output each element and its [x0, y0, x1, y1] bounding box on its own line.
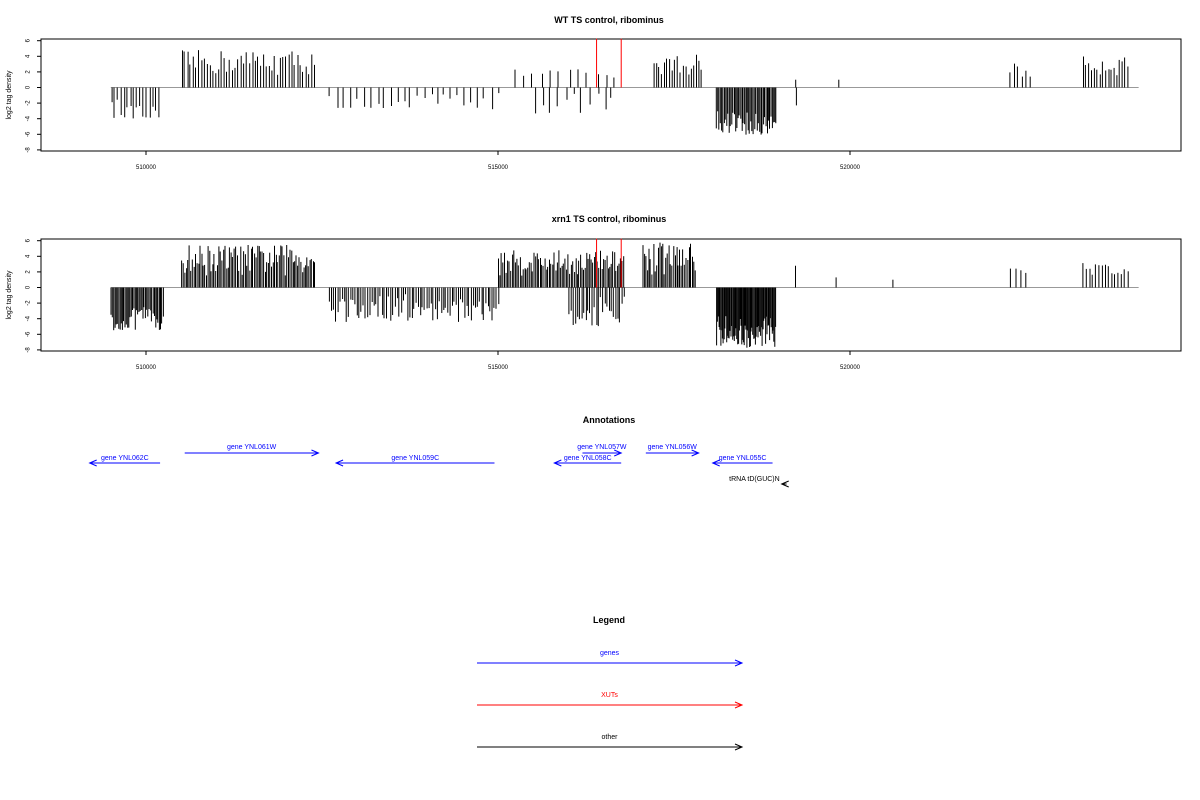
signal-bars: [110, 242, 1129, 348]
annotation-arrow-head: [311, 449, 320, 457]
annotation-label: gene YNL061W: [227, 444, 277, 451]
legend-item-other: other: [477, 734, 744, 751]
y-tick-label: -4: [26, 115, 32, 121]
annotation-label: gene YNL057W: [577, 444, 627, 451]
y-tick-label: 0: [26, 85, 32, 89]
annotations-title: Annotations: [583, 415, 636, 425]
x-tick-label: 510000: [136, 365, 157, 371]
legend-items: genes XUTs other: [477, 650, 744, 751]
annotation-gene-ynl062c: gene YNL062C: [88, 455, 161, 467]
annotation-gene-ynl058c: gene YNL058C: [553, 455, 622, 467]
signal-bars: [111, 50, 1129, 135]
annotation-gene-ynl059c: gene YNL059C: [334, 455, 495, 467]
legend-arrow-head: [734, 659, 744, 667]
annotation-arrow-head: [334, 459, 344, 467]
annotation-label: gene YNL055C: [719, 455, 767, 462]
y-tick-label: -6: [26, 131, 32, 137]
y-tick-label: -4: [26, 315, 32, 321]
legend-label: other: [602, 734, 619, 741]
annotation-label: gene YNL062C: [101, 455, 149, 462]
legend-label: genes: [600, 650, 620, 657]
xrn1-plot-frame: [40, 238, 1182, 352]
annotation-arrow-head: [88, 459, 97, 467]
annotation-arrow-head: [711, 459, 720, 467]
x-tick-label: 520000: [840, 165, 861, 171]
wt-plot-frame: [40, 38, 1182, 152]
annotation-label: gene YNL056W: [648, 444, 698, 451]
y-tick-label: -6: [26, 331, 32, 337]
annotation-label: gene YNL058C: [564, 455, 612, 462]
wt-plot-area: 6 4 2 0 -2 -4 -6 -8 510000 515000 520000: [26, 38, 1139, 171]
annotation-arrow-head: [691, 449, 700, 457]
annotation-arrow-head: [780, 480, 789, 488]
annotation-gene-ynl056w: gene YNL056W: [645, 444, 700, 457]
annotation-label: gene YNL059C: [391, 455, 439, 462]
x-tick-label: 515000: [488, 165, 509, 171]
annotation-gene-ynl061w: gene YNL061W: [184, 444, 320, 457]
y-tick-label: -2: [26, 300, 32, 306]
annotation-label: tRNA tD(GUC)N: [729, 476, 780, 483]
x-tick-label: 510000: [136, 165, 157, 171]
legend-title: Legend: [593, 615, 625, 625]
xrn1-y-axis-label: log2 tag density: [6, 270, 13, 320]
y-tick-label: 2: [26, 70, 32, 74]
y-tick-label: 6: [26, 38, 32, 42]
annotation-gene-ynl055c: gene YNL055C: [711, 455, 773, 467]
legend-arrow-head: [734, 743, 744, 751]
legend-item-xuts: XUTs: [477, 692, 744, 709]
annotation-arrow-head: [614, 449, 623, 457]
y-tick-label: 4: [26, 54, 32, 58]
y-tick-label: 4: [26, 254, 32, 258]
annotation-trna-td-guc-n: tRNA tD(GUC)N: [729, 476, 789, 488]
annotation-gene-ynl057w: gene YNL057W: [577, 444, 627, 457]
legend-item-genes: genes: [477, 650, 744, 667]
legend-label: XUTs: [601, 692, 618, 699]
x-tick-label: 520000: [840, 365, 861, 371]
wt-y-axis-label: log2 tag density: [6, 70, 13, 120]
annotation-features: gene YNL062C gene YNL061W gene YNL059C gene…: [88, 444, 789, 488]
wt-track-title: WT TS control, ribominus: [554, 15, 664, 25]
xrn1-track-panel: xrn1 TS control, ribominus log2 tag dens…: [6, 214, 1182, 371]
xrn1-track-title: xrn1 TS control, ribominus: [552, 214, 667, 224]
legend-arrow-head: [734, 701, 744, 709]
y-tick-label: 6: [26, 238, 32, 242]
y-tick-label: 2: [26, 270, 32, 274]
y-tick-label: -8: [26, 147, 32, 153]
wt-track-panel: WT TS control, ribominus log2 tag densit…: [6, 15, 1182, 171]
annotation-arrow-head: [553, 459, 562, 467]
y-tick-label: -8: [26, 347, 32, 353]
y-tick-label: -2: [26, 100, 32, 106]
y-tick-label: 0: [26, 285, 32, 289]
xrn1-plot-area: 6 4 2 0 -2 -4 -6 -8 510000 515000 520000: [26, 238, 1139, 371]
x-tick-label: 515000: [488, 365, 509, 371]
legend-panel: Legend genes XUTs other: [477, 615, 744, 751]
